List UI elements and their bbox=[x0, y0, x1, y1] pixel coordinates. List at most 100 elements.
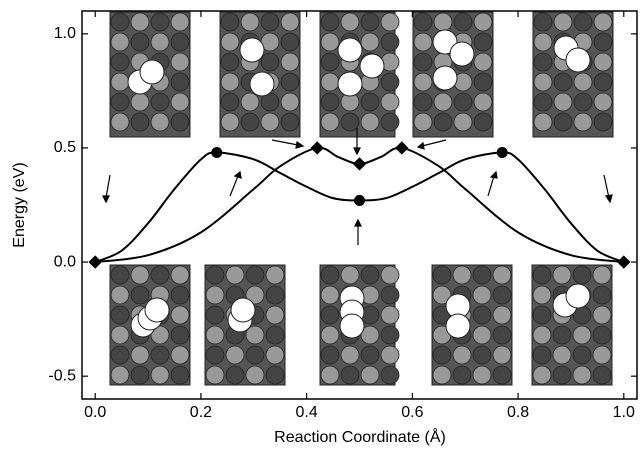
atom bbox=[492, 265, 512, 285]
atom bbox=[592, 325, 612, 345]
atom bbox=[552, 365, 572, 385]
atom bbox=[572, 265, 592, 285]
atom bbox=[265, 365, 285, 385]
atom bbox=[533, 32, 553, 52]
atom bbox=[265, 265, 285, 285]
atom bbox=[110, 92, 130, 112]
atom bbox=[492, 345, 512, 365]
atom bbox=[320, 345, 340, 365]
atom bbox=[433, 92, 453, 112]
point bbox=[354, 194, 365, 206]
atom bbox=[380, 265, 400, 285]
atom bbox=[205, 265, 225, 285]
atom bbox=[170, 265, 190, 285]
atom bbox=[220, 52, 240, 72]
atom bbox=[573, 112, 593, 132]
atom bbox=[110, 285, 130, 305]
atom bbox=[260, 52, 280, 72]
atom bbox=[492, 325, 512, 345]
atom bbox=[170, 365, 190, 385]
atom bbox=[380, 32, 400, 52]
atom bbox=[452, 365, 472, 385]
x-tick-label: 0.4 bbox=[296, 404, 318, 421]
atom bbox=[532, 265, 552, 285]
inset-bg bbox=[431, 264, 513, 386]
atom bbox=[473, 112, 493, 132]
atom bbox=[130, 92, 150, 112]
atom bbox=[340, 112, 360, 132]
atom bbox=[472, 265, 492, 285]
atom bbox=[473, 72, 493, 92]
atom bbox=[150, 345, 170, 365]
atom bbox=[452, 345, 472, 365]
atom bbox=[473, 12, 493, 32]
x-tick-label: 0.8 bbox=[507, 404, 529, 421]
atom bbox=[360, 92, 380, 112]
atom bbox=[432, 345, 452, 365]
atom bbox=[473, 52, 493, 72]
atom bbox=[220, 112, 240, 132]
atom bbox=[433, 112, 453, 132]
atom bbox=[170, 112, 190, 132]
atom bbox=[592, 265, 612, 285]
atom bbox=[432, 285, 452, 305]
atom bbox=[452, 265, 472, 285]
adatom bbox=[359, 53, 385, 79]
point bbox=[617, 255, 631, 269]
atom bbox=[473, 92, 493, 112]
insets bbox=[109, 11, 614, 386]
atom bbox=[320, 12, 340, 32]
atom bbox=[592, 365, 612, 385]
atom bbox=[533, 12, 553, 32]
atom bbox=[553, 72, 573, 92]
atom bbox=[472, 305, 492, 325]
atom bbox=[532, 285, 552, 305]
atom bbox=[380, 325, 400, 345]
atom bbox=[340, 265, 360, 285]
atom bbox=[320, 365, 340, 385]
atom bbox=[532, 365, 552, 385]
atom bbox=[320, 112, 340, 132]
atom bbox=[413, 32, 433, 52]
atom bbox=[553, 92, 573, 112]
atom bbox=[130, 12, 150, 32]
atom bbox=[130, 112, 150, 132]
atom bbox=[453, 92, 473, 112]
atom bbox=[533, 92, 553, 112]
atom bbox=[170, 345, 190, 365]
atom bbox=[245, 265, 265, 285]
atom bbox=[593, 112, 613, 132]
atom bbox=[280, 112, 300, 132]
atom bbox=[150, 325, 170, 345]
atom bbox=[572, 325, 592, 345]
atom bbox=[340, 12, 360, 32]
atom bbox=[265, 305, 285, 325]
atom bbox=[360, 365, 380, 385]
atom bbox=[380, 112, 400, 132]
adatom bbox=[144, 297, 170, 323]
atom bbox=[320, 325, 340, 345]
atom bbox=[205, 345, 225, 365]
atom bbox=[432, 365, 452, 385]
atom bbox=[280, 72, 300, 92]
atom bbox=[320, 305, 340, 325]
atom bbox=[280, 12, 300, 32]
atom bbox=[260, 12, 280, 32]
atom bbox=[380, 12, 400, 32]
atom bbox=[245, 325, 265, 345]
atom bbox=[110, 325, 130, 345]
atom bbox=[473, 32, 493, 52]
atom bbox=[265, 345, 285, 365]
atom bbox=[592, 345, 612, 365]
x-tick-label: 0.6 bbox=[401, 404, 423, 421]
adatom bbox=[239, 37, 265, 63]
atom bbox=[280, 32, 300, 52]
atom bbox=[320, 32, 340, 52]
atom bbox=[453, 12, 473, 32]
atom bbox=[492, 305, 512, 325]
atom bbox=[110, 32, 130, 52]
atom bbox=[245, 365, 265, 385]
atom bbox=[320, 52, 340, 72]
atom bbox=[380, 92, 400, 112]
atom bbox=[320, 92, 340, 112]
